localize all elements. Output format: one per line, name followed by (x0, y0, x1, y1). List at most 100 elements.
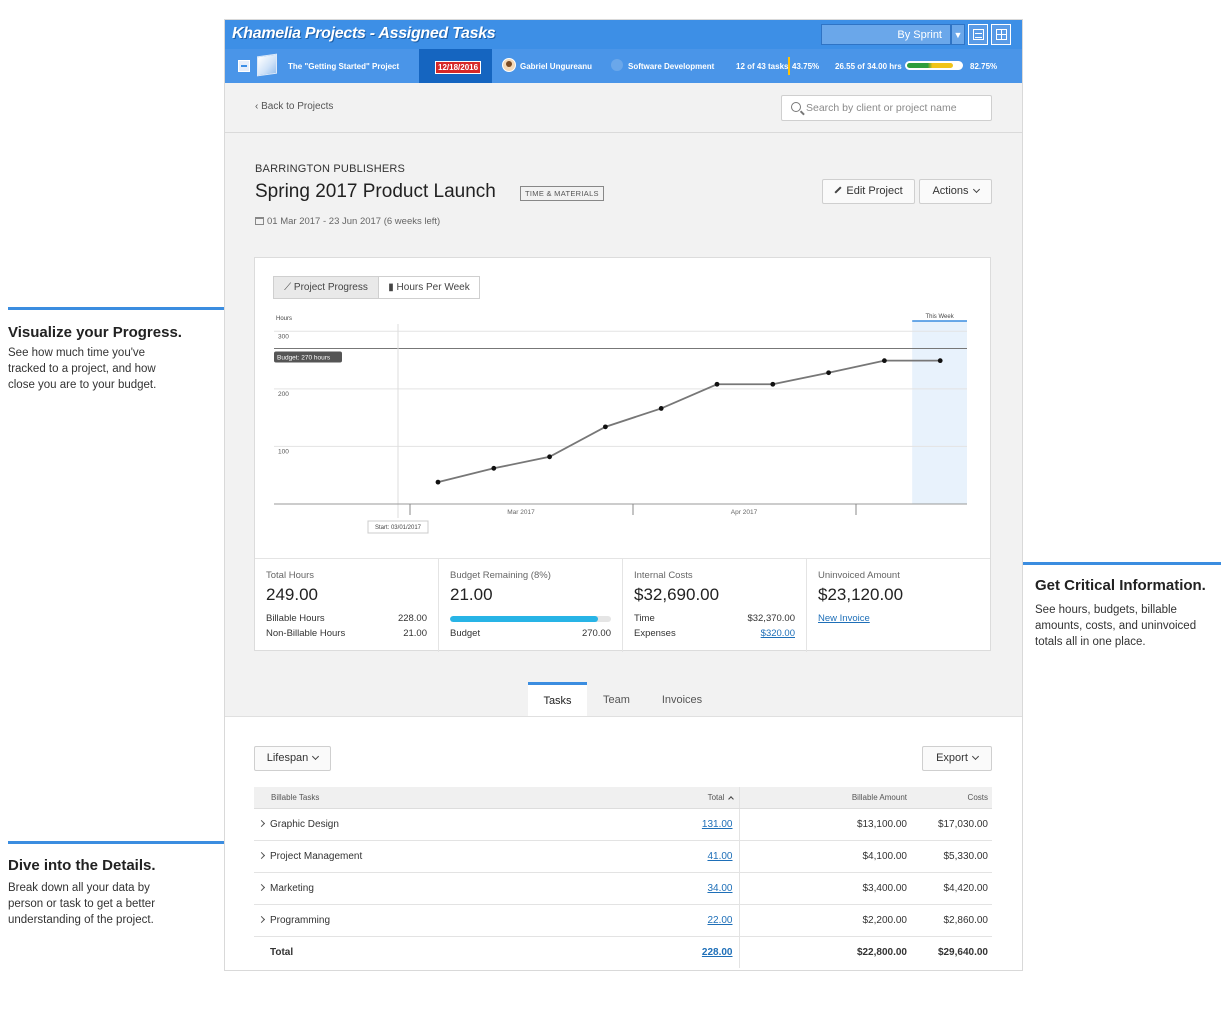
billable-hours-row: Billable Hours 228.00 (266, 613, 427, 624)
chevron-right-icon[interactable] (257, 915, 266, 923)
budget-progress-bar (450, 616, 611, 622)
table-header-row: Billable Tasks Total Billable Amount Cos… (254, 787, 992, 809)
tasks-progress-marker (788, 57, 790, 75)
list-icon (973, 29, 984, 40)
stat-value: $23,120.00 (818, 585, 904, 604)
calendar-icon (255, 217, 264, 225)
info-department[interactable]: Software Development (628, 62, 715, 71)
total-hours-link[interactable]: 228.00 (701, 946, 733, 958)
task-total-link[interactable]: 34.00 (707, 882, 733, 894)
data-point[interactable] (435, 479, 441, 485)
tab-invoices[interactable]: Invoices (661, 694, 703, 706)
stat-label: Total Hours (266, 570, 315, 581)
data-point[interactable] (547, 454, 552, 460)
export-button[interactable]: Export (922, 746, 992, 771)
edit-project-button[interactable]: Edit Project (822, 179, 915, 204)
callout-info-body: See hours, budgets, billable amounts, cos… (1035, 604, 1197, 648)
tasks-table: Billable Tasks Total Billable Amount Cos… (254, 787, 992, 968)
trend-icon: ⟋ (284, 282, 294, 293)
app-title: Khamelia Projects - Assigned Tasks (232, 25, 496, 42)
list-view-button[interactable] (968, 24, 988, 45)
tab-project-progress-label: Project Progress (293, 282, 368, 293)
stat-uninvoiced: Uninvoiced Amount $23,120.00 New Invoice (807, 559, 990, 652)
table-row[interactable]: Graphic Design 131.00 $13,100.00 $17,030… (254, 808, 992, 841)
chevron-down-icon[interactable]: ▼ (951, 24, 965, 45)
y-axis-label: Hours (276, 316, 292, 322)
tab-tasks[interactable]: Tasks (528, 682, 587, 716)
total-costs: $29,640.00 (937, 946, 988, 958)
grid-view-button[interactable] (991, 24, 1011, 45)
new-invoice-link[interactable]: New Invoice (818, 613, 870, 624)
tab-hours-per-week-label: Hours Per Week (396, 282, 470, 293)
info-date-cell[interactable]: 12/18/2016 (419, 49, 492, 83)
edit-project-label: Edit Project (846, 185, 903, 197)
header-billable-tasks[interactable]: Billable Tasks (254, 787, 658, 809)
callout-progress-title: Visualize your Progress. (8, 324, 182, 341)
data-point[interactable] (491, 465, 497, 471)
task-total-link[interactable]: 131.00 (701, 818, 733, 830)
hours-progress-bar (905, 61, 963, 70)
data-point[interactable] (770, 381, 776, 387)
data-point[interactable] (658, 406, 664, 411)
tab-project-progress[interactable]: ⟋ Project Progress (273, 276, 379, 299)
bar-chart-icon: ▮ (388, 282, 397, 293)
expenses-label: Expenses (634, 628, 676, 639)
data-point[interactable] (826, 370, 831, 376)
lifespan-button[interactable]: Lifespan (254, 746, 331, 771)
data-point[interactable] (882, 358, 887, 364)
project-type-badge: TIME & MATERIALS (520, 186, 604, 201)
header-costs[interactable]: Costs (909, 787, 992, 809)
data-point[interactable] (937, 358, 943, 364)
data-point[interactable] (714, 381, 720, 387)
stat-label: Uninvoiced Amount (818, 570, 900, 581)
nonbillable-hours-row: Non-Billable Hours 21.00 (266, 628, 427, 639)
back-link-label: Back to Projects (261, 101, 334, 112)
stat-total-hours: Total Hours 249.00 Billable Hours 228.00 … (255, 559, 439, 652)
task-name: Marketing (270, 882, 314, 894)
task-costs: $2,860.00 (909, 904, 992, 937)
info-project-name[interactable]: The "Getting Started" Project (288, 62, 400, 71)
chevron-right-icon[interactable] (257, 851, 266, 859)
info-user-name[interactable]: Gabriel Ungureanu (520, 62, 593, 71)
actions-button[interactable]: Actions (919, 179, 992, 204)
table-row[interactable]: Marketing 34.00 $3,400.00 $4,420.00 (254, 872, 992, 905)
expenses-link[interactable]: $320.00 (760, 628, 795, 639)
tab-team[interactable]: Team (603, 694, 630, 706)
chevron-left-icon: ‹ (255, 101, 262, 112)
chevron-down-icon (972, 185, 980, 194)
header-total[interactable]: Total (658, 787, 740, 809)
task-total-link[interactable]: 22.00 (707, 914, 733, 926)
search-icon (791, 102, 801, 112)
collapse-icon[interactable] (238, 60, 250, 72)
y-tick-label: 100 (278, 448, 289, 455)
export-label: Export (936, 752, 968, 764)
back-to-projects-link[interactable]: ‹ Back to Projects (255, 101, 333, 112)
task-billable: $2,200.00 (739, 904, 909, 937)
search-box[interactable] (781, 95, 992, 121)
data-point[interactable] (603, 424, 608, 430)
info-tasks-count: 12 of 43 tasks (736, 62, 789, 71)
project-info-bar: The "Getting Started" Project 12/18/2016… (225, 49, 1022, 83)
tab-hours-per-week[interactable]: ▮ Hours Per Week (378, 276, 480, 299)
stat-label: Internal Costs (634, 570, 693, 581)
chevron-right-icon[interactable] (257, 819, 266, 827)
task-costs: $17,030.00 (909, 808, 992, 841)
table-row[interactable]: Project Management 41.00 $4,100.00 $5,33… (254, 840, 992, 873)
sprint-select[interactable]: By Sprint (821, 24, 951, 45)
task-name: Project Management (270, 850, 363, 862)
project-icon (257, 53, 277, 77)
stat-value: $32,690.00 (634, 585, 720, 604)
total-billable: $22,800.00 (856, 946, 907, 958)
info-hours: 26.55 of 34.00 hrs (835, 62, 902, 71)
task-total-link[interactable]: 41.00 (707, 850, 733, 862)
header-billable-amount[interactable]: Billable Amount (739, 787, 909, 809)
budget-label: Budget (450, 628, 481, 639)
y-tick-label: 300 (278, 333, 289, 340)
table-row[interactable]: Programming 22.00 $2,200.00 $2,860.00 (254, 904, 992, 937)
budget-tag-label: Budget: 270 hours (277, 355, 331, 362)
table-total-row: Total 228.00 $22,800.00 $29,640.00 (254, 936, 992, 968)
billable-hours-label: Billable Hours (266, 613, 325, 624)
search-input[interactable] (806, 100, 986, 116)
task-name: Programming (270, 914, 331, 926)
chevron-right-icon[interactable] (257, 883, 266, 891)
